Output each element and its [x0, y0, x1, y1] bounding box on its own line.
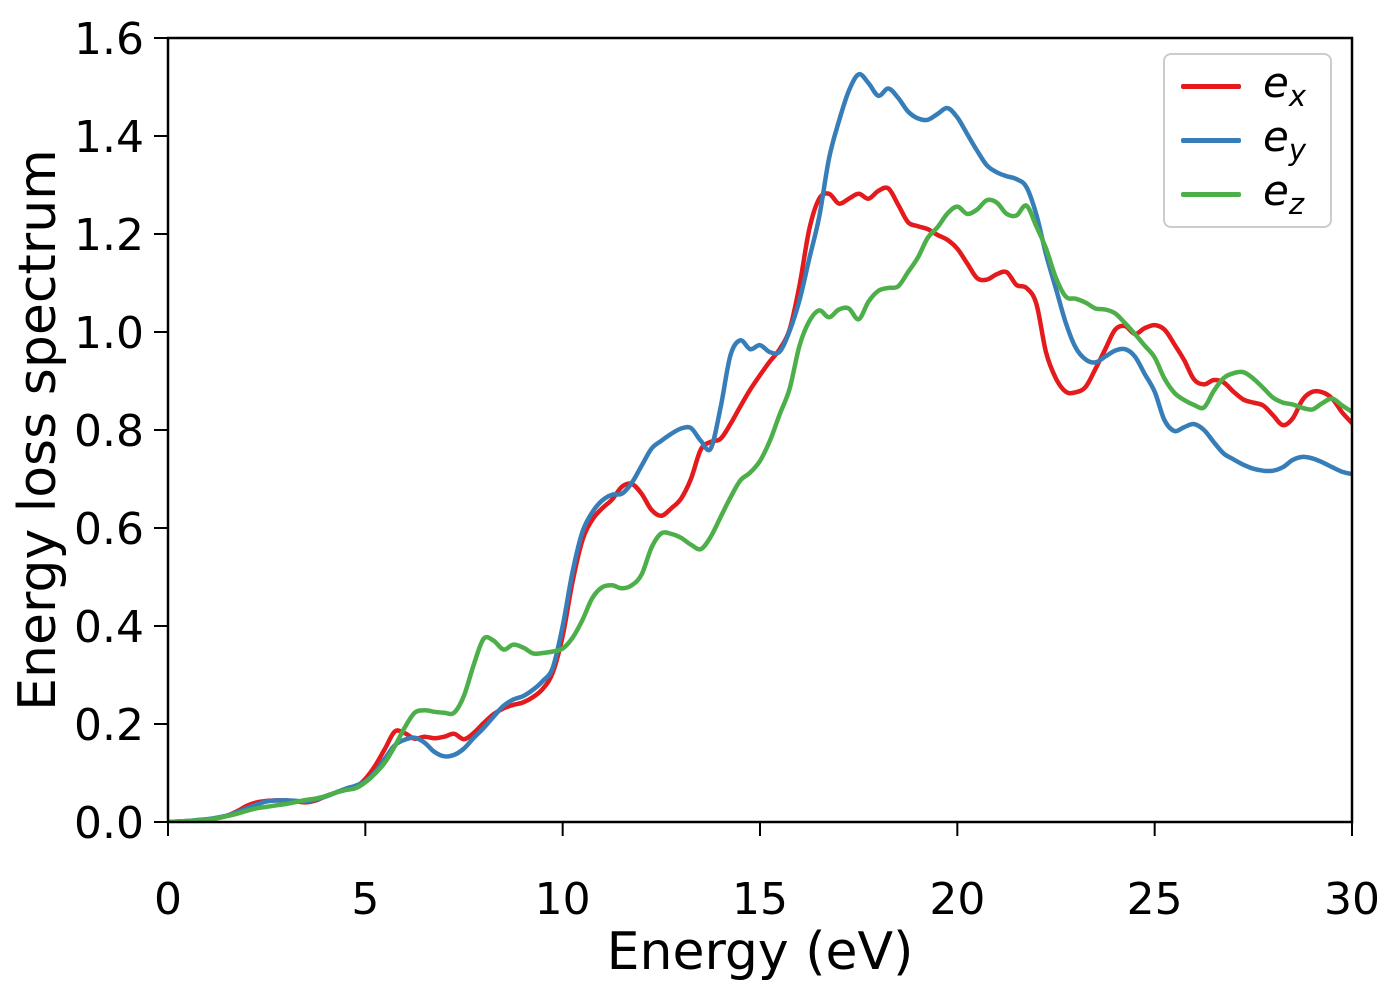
y-axis-label: Energy loss spectrum [8, 149, 68, 711]
legend-label-ez-sub: z [1288, 187, 1305, 222]
x-tick-label: 15 [732, 874, 788, 925]
y-tick-label: 0.4 [74, 602, 144, 653]
legend: ex ey ez [1163, 53, 1332, 228]
plot-frame [166, 36, 1354, 824]
x-axis-label: Energy (eV) [606, 922, 914, 982]
x-tick-label: 10 [535, 874, 591, 925]
y-tick-label: 1.6 [74, 14, 144, 65]
x-tick-label: 25 [1127, 874, 1183, 925]
legend-label-ex-base: e [1263, 57, 1289, 107]
legend-label-ey-sub: y [1288, 132, 1307, 167]
y-tick-label: 1.4 [74, 112, 144, 163]
legend-label-ey: ey [1263, 115, 1307, 167]
legend-label-ez: ez [1263, 170, 1304, 219]
y-tick-label: 1.2 [74, 210, 144, 261]
legend-item-ex: ex [1165, 61, 1330, 113]
series-group [168, 71, 1352, 822]
legend-label-ez-base: e [1263, 166, 1289, 216]
legend-item-ez: ez [1165, 170, 1330, 219]
legend-line-ex [1181, 83, 1241, 89]
legend-line-ey [1181, 137, 1241, 143]
x-tick-label: 30 [1324, 874, 1380, 925]
legend-line-ez [1181, 192, 1241, 198]
x-tick-label: 0 [154, 874, 182, 925]
y-tick-label: 0.6 [74, 504, 144, 555]
y-tick-label: 0.8 [74, 406, 144, 457]
legend-label-ex: ex [1263, 61, 1307, 113]
y-tick-label: 0.0 [74, 798, 144, 849]
legend-item-ey: ey [1165, 115, 1330, 167]
axis-ticks: 0 5 10 15 20 25 30 0.0 0.2 0.4 0.6 0.8 1.0 1.2 1.4 1.6 [74, 14, 1380, 925]
legend-label-ex-sub: x [1288, 78, 1307, 113]
y-tick-label: 0.2 [74, 700, 144, 751]
series-line-x [168, 185, 1352, 822]
series-line-z [168, 197, 1352, 822]
y-tick-label: 1.0 [74, 308, 144, 359]
x-tick-label: 20 [929, 874, 985, 925]
legend-label-ey-base: e [1263, 111, 1289, 161]
x-tick-label: 5 [351, 874, 379, 925]
